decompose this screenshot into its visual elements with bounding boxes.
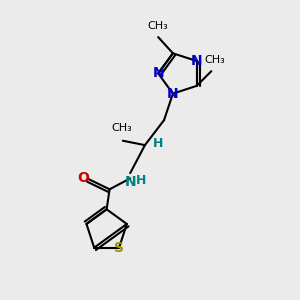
Text: CH₃: CH₃: [148, 21, 169, 31]
Text: H: H: [153, 137, 164, 150]
Text: H: H: [136, 174, 147, 187]
Text: CH₃: CH₃: [204, 55, 225, 65]
Text: N: N: [191, 54, 203, 68]
Text: CH₃: CH₃: [111, 123, 132, 134]
Text: N: N: [152, 66, 164, 80]
Text: N: N: [124, 175, 136, 189]
Text: O: O: [77, 170, 89, 184]
Text: N: N: [167, 87, 179, 100]
Text: S: S: [114, 241, 124, 255]
